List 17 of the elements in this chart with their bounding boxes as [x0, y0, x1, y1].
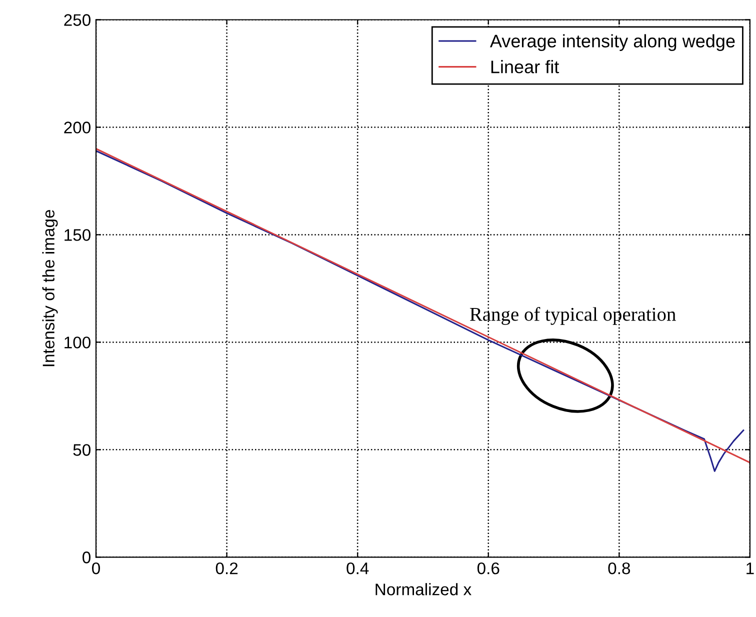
annotation: Range of typical operation [470, 307, 676, 325]
y-tick-label: 100 [64, 336, 90, 348]
legend-label: Linear fit [491, 60, 560, 74]
x-tick-label: 0.6 [477, 562, 500, 574]
y-tick-label: 200 [64, 122, 90, 134]
x-tick-label: 0.2 [216, 562, 238, 574]
y-tick-label: 50 [73, 444, 90, 456]
x-tick-label: 0.4 [346, 562, 369, 574]
x-tick-label: 0.8 [608, 562, 630, 574]
legend-label: Average intensity along wedge [490, 34, 735, 52]
x-tick-label: 1 [746, 562, 754, 574]
y-tick-label: 0 [82, 552, 90, 564]
y-tick-label: 150 [64, 229, 90, 241]
x-tick-label: 0 [92, 562, 100, 574]
y-axis-title: Intensity of the image [42, 210, 58, 366]
y-tick-label: 250 [64, 14, 90, 26]
x-axis-title: Normalized x [376, 583, 472, 596]
